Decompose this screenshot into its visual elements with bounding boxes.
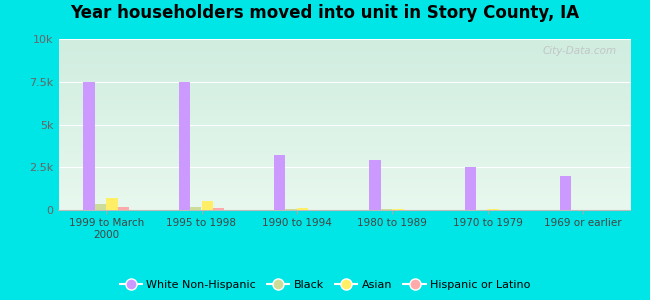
Bar [285, 209, 297, 210]
Bar [381, 209, 392, 210]
Bar [369, 160, 381, 210]
Text: City-Data.com: City-Data.com [542, 46, 616, 56]
Bar [560, 176, 571, 210]
Bar [297, 208, 308, 210]
Bar [190, 207, 202, 210]
Bar [488, 209, 499, 210]
Bar [274, 155, 285, 210]
Bar [179, 82, 190, 210]
Bar [202, 202, 213, 210]
Bar [83, 82, 95, 210]
Bar [95, 204, 106, 210]
Bar [213, 208, 224, 210]
Bar [106, 198, 118, 210]
Text: Year householders moved into unit in Story County, IA: Year householders moved into unit in Sto… [70, 4, 580, 22]
Bar [392, 209, 404, 210]
Bar [465, 167, 476, 210]
Legend: White Non-Hispanic, Black, Asian, Hispanic or Latino: White Non-Hispanic, Black, Asian, Hispan… [115, 276, 535, 294]
Bar [118, 207, 129, 210]
